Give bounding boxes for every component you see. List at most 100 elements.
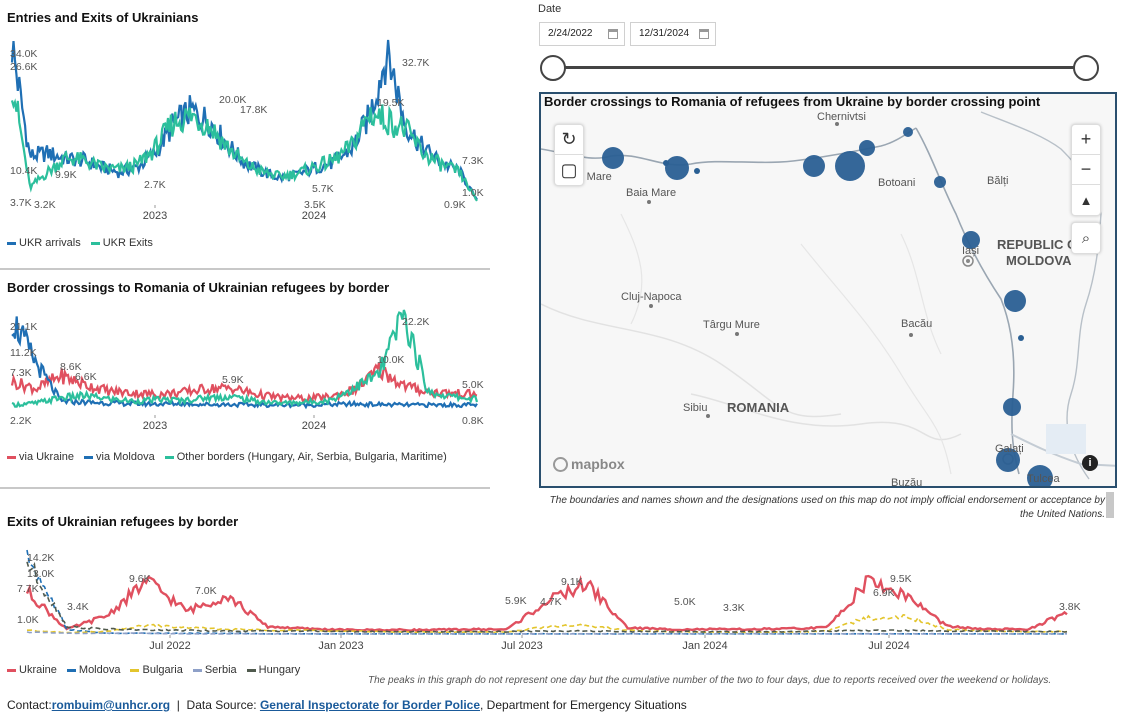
series-line[interactable] xyxy=(25,574,1068,633)
data-label: 9.1K xyxy=(561,576,583,588)
legend-item[interactable]: Moldova xyxy=(66,664,121,676)
legend-swatch xyxy=(90,241,100,245)
legend-swatch xyxy=(66,668,76,672)
exits-by-border-chart[interactable]: Jul 2022 Jan 2023 Jul 2023 Jan 2024 Jul 2024… xyxy=(7,549,1097,658)
city-label: Chernivtsi xyxy=(817,111,866,123)
legend-label: Moldova xyxy=(78,664,121,676)
compass-icon[interactable]: ▲ xyxy=(1079,192,1093,208)
data-label: 10.4K xyxy=(10,165,37,177)
end-date-input[interactable]: 12/31/2024 xyxy=(630,22,716,46)
search-icon[interactable]: ⌕ xyxy=(1081,229,1091,247)
data-label: 5.0K xyxy=(462,379,484,391)
map-disclaimer: The boundaries and names shown and the d… xyxy=(549,495,1105,520)
data-label: 26.6K xyxy=(10,61,37,73)
series-line[interactable] xyxy=(11,316,478,410)
data-label: 7.0K xyxy=(195,585,217,597)
legend-item[interactable]: via Moldova xyxy=(84,451,155,463)
x-tick-label: 2024 xyxy=(302,210,326,222)
data-label: 3.3K xyxy=(723,602,745,614)
legend-label: via Ukraine xyxy=(19,451,75,463)
divider-1 xyxy=(0,268,490,270)
city-label: Galați xyxy=(995,443,1024,455)
data-label: 20.0K xyxy=(219,94,246,106)
series-line[interactable] xyxy=(10,362,478,405)
legend-item[interactable]: UKR Exits xyxy=(90,237,153,249)
data-label: 6.6K xyxy=(75,371,97,383)
date-range-end-handle[interactable] xyxy=(1073,55,1099,81)
legend-item[interactable]: Bulgaria xyxy=(130,664,183,676)
data-label: 3.5K xyxy=(304,199,326,211)
x-tick-label: Jan 2024 xyxy=(682,640,727,652)
data-label: 3.4K xyxy=(67,601,89,613)
border-crossing-map[interactable]: Chernivtsi Satu Mare Baia Mare Botoani B… xyxy=(539,92,1117,488)
city-label: Târgu Mure xyxy=(703,319,760,331)
data-label: 19.5K xyxy=(377,97,404,109)
info-icon[interactable]: i xyxy=(1082,455,1098,471)
data-label: 3.8K xyxy=(1059,601,1081,613)
map-tools[interactable]: ↻ ▢ xyxy=(554,124,584,186)
series-line[interactable] xyxy=(26,561,1068,633)
calendar-icon[interactable] xyxy=(608,29,618,39)
city-label: Bacău xyxy=(901,318,932,330)
series-line[interactable] xyxy=(26,631,1067,635)
map-search[interactable]: ⌕ xyxy=(1071,222,1101,254)
calendar-icon[interactable] xyxy=(699,29,709,39)
data-label: 0.9K xyxy=(444,199,466,211)
data-label: 2.2K xyxy=(10,415,32,427)
x-tick-label: Jul 2023 xyxy=(501,640,543,652)
data-label: 1.0K xyxy=(17,614,39,626)
zoom-out-icon[interactable]: − xyxy=(1072,155,1100,185)
city-label: Tulcea xyxy=(1027,473,1060,485)
data-label: 10.0K xyxy=(377,354,404,366)
exits-by-border-title: Exits of Ukrainian refugees by border xyxy=(7,514,239,529)
legend-label: Serbia xyxy=(204,664,237,676)
data-label: 8.6K xyxy=(60,361,82,373)
disclaimer-scrollbar[interactable] xyxy=(1106,492,1114,518)
legend-item[interactable]: Hungary xyxy=(246,664,300,676)
x-tick-label: 2023 xyxy=(143,420,167,432)
legend-item[interactable]: via Ukraine xyxy=(7,451,74,463)
border-crossings-legend: via Ukraine via Moldova Other borders (Hun… xyxy=(7,451,447,463)
legend-label: Other borders (Hungary, Air, Serbia, Bul… xyxy=(176,451,447,463)
map-canvas[interactable]: Chernivtsi Satu Mare Baia Mare Botoani B… xyxy=(541,94,1117,488)
map-zoom-controls[interactable]: + − ▲ xyxy=(1071,124,1101,216)
data-label: 21.1K xyxy=(10,321,37,333)
data-label: 14.2K xyxy=(27,552,54,564)
border-crossings-chart[interactable]: 2023 2024 21.1K 11.2K 7.3K 2.2K 8.6K6.6K 5.9K 10… xyxy=(7,309,487,440)
series-line[interactable] xyxy=(10,98,478,202)
legend-label: Bulgaria xyxy=(142,664,183,676)
data-label: 5.0K xyxy=(674,596,696,608)
start-date-input[interactable]: 2/24/2022 xyxy=(539,22,625,46)
series-line[interactable] xyxy=(26,549,1068,635)
city-label: Botoani xyxy=(878,177,915,189)
border-police-link[interactable]: General Inspectorate for Border Police xyxy=(259,698,481,712)
data-label: 0.8K xyxy=(462,415,484,427)
legend-item[interactable]: Other borders (Hungary, Air, Serbia, Bul… xyxy=(164,451,447,463)
data-label: 9.6K xyxy=(129,573,151,585)
city-label: Cluj-Napoca xyxy=(621,291,682,303)
series-line[interactable] xyxy=(27,613,1068,634)
x-tick-label: Jul 2024 xyxy=(868,640,910,652)
x-tick-label: 2023 xyxy=(143,210,167,222)
contact-email-link[interactable]: rombuim@unhcr.org xyxy=(51,698,171,712)
legend-label: Ukraine xyxy=(19,664,57,676)
zoom-in-icon[interactable]: + xyxy=(1072,125,1100,155)
series-line[interactable] xyxy=(11,309,479,408)
legend-item[interactable]: UKR arrivals xyxy=(7,237,81,249)
legend-item[interactable]: Serbia xyxy=(192,664,237,676)
date-range-start-handle[interactable] xyxy=(540,55,566,81)
legend-swatch xyxy=(246,668,256,672)
legend-label: UKR arrivals xyxy=(19,237,81,249)
city-label: Bălți xyxy=(987,175,1008,187)
data-label: 5.9K xyxy=(505,595,527,607)
data-label: 4.7K xyxy=(540,596,562,608)
country-label: REPUBLIC OF xyxy=(997,237,1085,252)
reset-view-icon[interactable]: ↻ xyxy=(555,125,583,155)
series-line[interactable] xyxy=(10,39,478,201)
mapbox-logo: mapbox xyxy=(553,456,625,472)
data-label: 6.9K xyxy=(873,587,895,599)
box-select-icon[interactable]: ▢ xyxy=(560,159,578,180)
date-range-slider-track[interactable] xyxy=(552,66,1086,69)
legend-item[interactable]: Ukraine xyxy=(7,664,57,676)
